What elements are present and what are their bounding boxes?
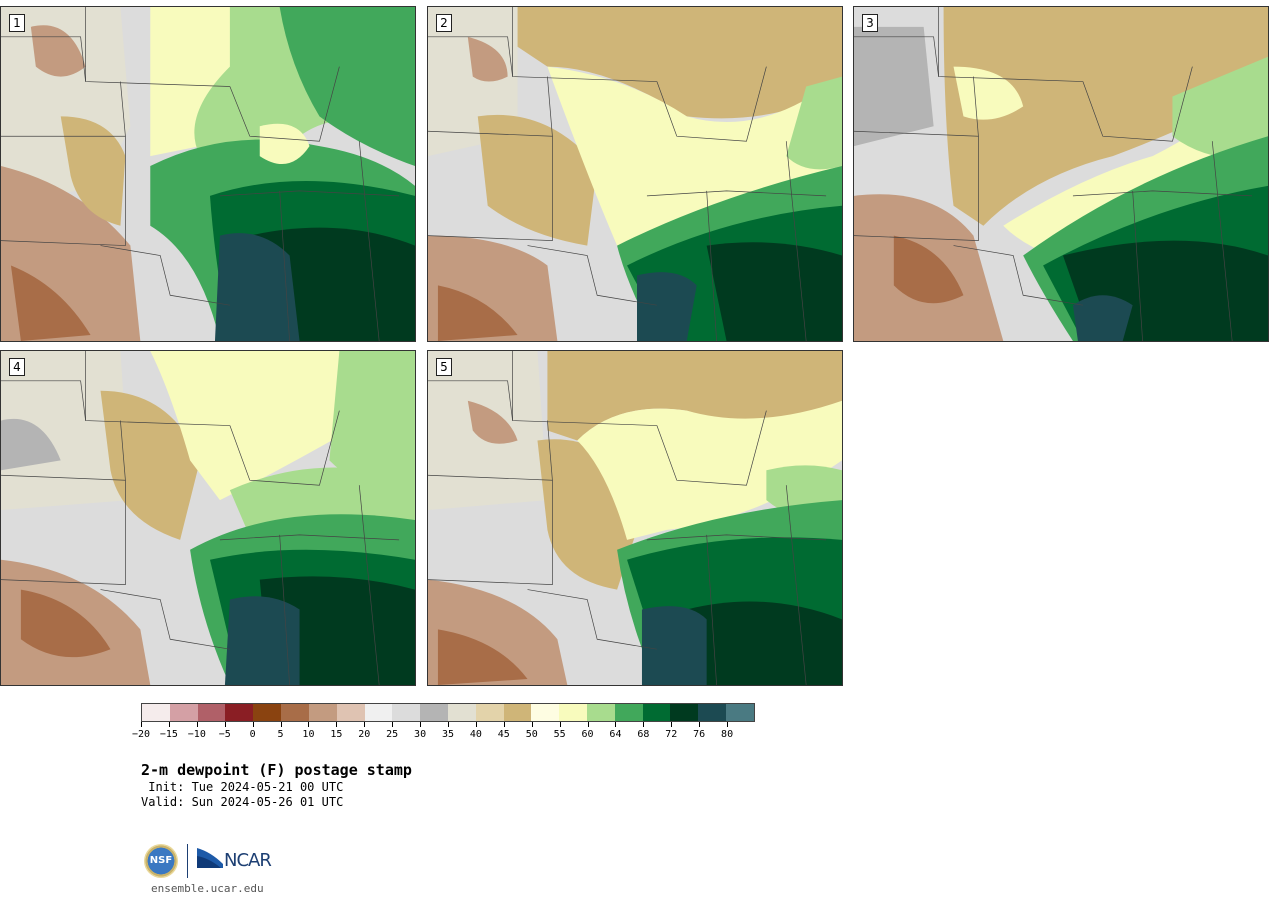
colorbar-tick-label: 35 bbox=[441, 729, 455, 740]
colorbar-tick bbox=[364, 722, 366, 727]
colorbar-swatch bbox=[364, 704, 393, 721]
colorbar-tick-label: 30 bbox=[414, 729, 427, 740]
colorbar-tick-label: 5 bbox=[277, 729, 284, 740]
colorbar-tick-labels: −20 −15 −10 −5 0 5 10 15 20 25 30 35 40 45 50 55 60 64 68 7… bbox=[132, 722, 755, 742]
postage-stamp-map-3: 3 bbox=[853, 6, 1269, 342]
colorbar-tick-label: 20 bbox=[358, 729, 371, 740]
colorbar-tick bbox=[643, 722, 645, 727]
colorbar-tick-label: 45 bbox=[497, 729, 510, 740]
colorbar-tick-label: 76 bbox=[693, 729, 706, 740]
colorbar-tick-label: 68 bbox=[637, 729, 650, 740]
colorbar-swatch bbox=[420, 704, 448, 721]
colorbar-swatch bbox=[475, 704, 504, 721]
colorbar-swatch bbox=[225, 704, 254, 721]
dewpoint-field-1 bbox=[1, 7, 415, 341]
colorbar-tick-label: −20 bbox=[131, 729, 151, 740]
colorbar-swatch bbox=[559, 704, 587, 721]
ncar-mark-icon bbox=[197, 848, 223, 868]
postage-stamp-map-5: 5 bbox=[427, 350, 843, 686]
colorbar-tick-label: −5 bbox=[218, 729, 231, 740]
dewpoint-field-4 bbox=[1, 351, 415, 685]
colorbar-swatch bbox=[614, 704, 643, 721]
colorbar-swatch bbox=[587, 704, 615, 721]
colorbar-swatch bbox=[281, 704, 309, 721]
valid-time: Valid: Sun 2024-05-26 01 UTC bbox=[141, 795, 344, 809]
colorbar-tick bbox=[503, 722, 505, 727]
colorbar-tick bbox=[280, 722, 282, 727]
colorbar-tick bbox=[587, 722, 589, 727]
colorbar-tick bbox=[615, 722, 617, 727]
postage-stamp-map-1: 1 bbox=[0, 6, 416, 342]
nsf-logo: NSF bbox=[144, 844, 178, 878]
colorbar-tick bbox=[531, 722, 533, 727]
colorbar-tick-label: 55 bbox=[553, 729, 566, 740]
init-time: Init: Tue 2024-05-21 00 UTC bbox=[141, 780, 344, 794]
colorbar-tick bbox=[559, 722, 561, 727]
product-title: 2-m dewpoint (F) postage stamp bbox=[141, 761, 412, 779]
panel-number: 5 bbox=[436, 358, 452, 376]
colorbar-tick bbox=[168, 722, 170, 727]
dewpoint-colorbar bbox=[141, 703, 755, 722]
colorbar-tick-label: 0 bbox=[249, 729, 256, 740]
colorbar-tick-label: −15 bbox=[159, 729, 178, 740]
colorbar-swatch bbox=[197, 704, 226, 721]
panel-number: 1 bbox=[9, 14, 25, 32]
colorbar-swatch bbox=[698, 704, 727, 721]
colorbar-swatch bbox=[142, 704, 170, 721]
colorbar-tick bbox=[336, 722, 338, 727]
colorbar-swatch bbox=[447, 704, 476, 721]
dewpoint-field-3 bbox=[854, 7, 1268, 341]
colorbar-tick-label: 80 bbox=[721, 729, 734, 740]
colorbar-tick bbox=[671, 722, 673, 727]
colorbar-tick bbox=[308, 722, 310, 727]
colorbar-swatch bbox=[670, 704, 699, 721]
colorbar-tick-label: 40 bbox=[469, 729, 482, 740]
colorbar-swatch bbox=[308, 704, 337, 721]
colorbar-tick-label: −10 bbox=[187, 729, 206, 740]
colorbar-tick-label: 15 bbox=[330, 729, 343, 740]
ncar-logo-text: NCAR bbox=[224, 850, 272, 871]
dewpoint-field-2 bbox=[428, 7, 842, 341]
postage-stamp-map-4: 4 bbox=[0, 350, 416, 686]
colorbar-swatch bbox=[531, 704, 560, 721]
colorbar-swatch bbox=[392, 704, 421, 721]
colorbar-tick bbox=[448, 722, 449, 727]
colorbar-tick bbox=[420, 722, 422, 727]
colorbar-swatch bbox=[336, 704, 365, 721]
sponsor-logos: NSF NCAR bbox=[144, 842, 284, 882]
colorbar-tick bbox=[392, 722, 394, 727]
dewpoint-field-5 bbox=[428, 351, 842, 685]
colorbar-tick-label: 10 bbox=[302, 729, 315, 740]
colorbar-swatch bbox=[169, 704, 198, 721]
colorbar-tick bbox=[475, 722, 477, 727]
logo-divider bbox=[187, 844, 188, 878]
colorbar-swatch bbox=[253, 704, 282, 721]
colorbar-swatch bbox=[503, 704, 532, 721]
panel-number: 3 bbox=[862, 14, 878, 32]
colorbar-swatch bbox=[726, 704, 754, 721]
colorbar-tick bbox=[252, 722, 254, 727]
colorbar-tick bbox=[196, 722, 198, 727]
colorbar-tick bbox=[141, 722, 142, 727]
panel-number: 2 bbox=[436, 14, 452, 32]
colorbar-tick-label: 60 bbox=[581, 729, 594, 740]
colorbar-swatch bbox=[642, 704, 671, 721]
site-url: ensemble.ucar.edu bbox=[151, 882, 264, 895]
colorbar-tick-label: 50 bbox=[525, 729, 538, 740]
colorbar-tick-label: 25 bbox=[386, 729, 399, 740]
colorbar-tick-label: 72 bbox=[665, 729, 678, 740]
colorbar-tick bbox=[727, 722, 729, 727]
panel-number: 4 bbox=[9, 358, 25, 376]
colorbar-tick bbox=[224, 722, 226, 727]
postage-stamp-map-2: 2 bbox=[427, 6, 843, 342]
nsf-logo-text: NSF bbox=[149, 855, 173, 866]
colorbar-tick bbox=[699, 722, 701, 727]
colorbar-tick-label: 64 bbox=[609, 729, 622, 740]
